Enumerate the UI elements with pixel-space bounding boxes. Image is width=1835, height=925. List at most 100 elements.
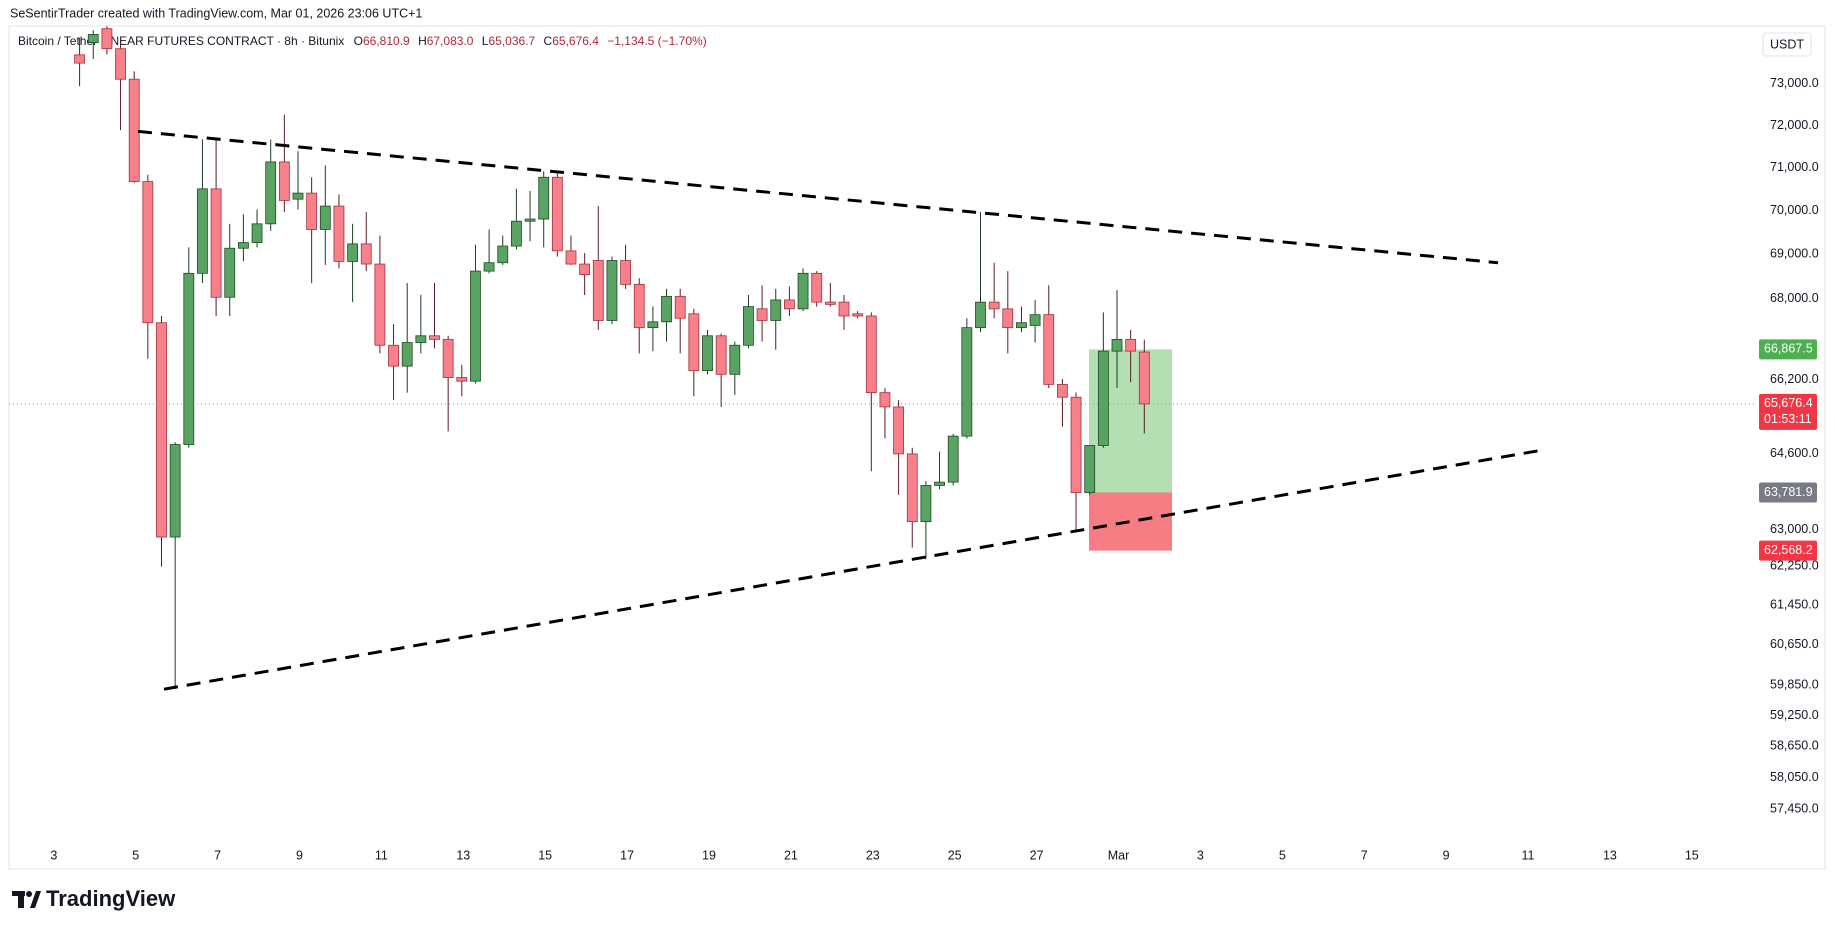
candle-body: [388, 344, 399, 367]
candle-body: [592, 260, 604, 321]
candle-body: [1084, 445, 1096, 493]
price-tag: [1759, 339, 1817, 360]
candle-body: [920, 485, 932, 523]
y-tick-label: 66,200.0: [1770, 372, 1819, 386]
y-tick-label: 68,000.0: [1770, 291, 1819, 305]
candle-body: [210, 188, 222, 298]
candle-body: [169, 444, 181, 538]
x-tick-label: 19: [702, 848, 716, 862]
currency-button[interactable]: [1762, 32, 1812, 57]
change: −1,134.5 (−1.70%): [607, 34, 706, 48]
candle-body: [319, 205, 331, 230]
x-tick-label: 3: [1197, 848, 1204, 862]
candle-body: [87, 33, 99, 43]
candle-body: [756, 308, 768, 321]
y-tick-label: 64,600.0: [1770, 446, 1819, 460]
ohlc-key: C: [544, 34, 553, 48]
x-tick-label: 5: [132, 848, 139, 862]
candle-body: [197, 188, 208, 274]
candle-body: [620, 260, 631, 285]
x-tick-label: 9: [1443, 848, 1450, 862]
candle-body: [988, 301, 1000, 310]
x-tick-label: 15: [1685, 848, 1699, 862]
price-tag: [1759, 540, 1817, 561]
candle-body: [429, 335, 440, 340]
credit: SeSentirTrader created with TradingView.…: [10, 6, 422, 20]
candle-body: [360, 243, 372, 265]
y-tick-label: 58,650.0: [1770, 739, 1819, 753]
y-tick-label: 57,450.0: [1770, 801, 1819, 815]
candle-body: [401, 342, 413, 367]
candle-body: [934, 481, 945, 486]
candle-body: [292, 192, 304, 200]
ohlc-key: L: [482, 34, 489, 48]
candle-body: [1002, 308, 1014, 329]
x-tick-label: 15: [538, 848, 552, 862]
price-tag-label: 65,676.4: [1764, 396, 1813, 410]
x-tick-label: 7: [214, 848, 221, 862]
candle-body: [538, 176, 550, 220]
logo-icon: [12, 891, 41, 908]
chart-frame: [8, 25, 1826, 870]
ohlc-value: 65,676.4: [552, 34, 599, 48]
price-tag-label: 63,781.9: [1764, 485, 1813, 499]
candle-body: [115, 48, 126, 80]
candle-body: [483, 262, 495, 272]
candle-body: [893, 406, 904, 455]
candle-body: [347, 243, 359, 262]
y-tick-label: 72,000.0: [1770, 118, 1819, 132]
ohlc-value: 66,810.9: [363, 34, 410, 48]
candle-body: [374, 263, 386, 346]
candle-body: [456, 377, 468, 382]
trendline: [163, 448, 1543, 691]
candle-body: [824, 301, 836, 305]
candle-body: [975, 301, 986, 329]
candle-body: [1125, 338, 1137, 352]
candle-body: [306, 192, 318, 230]
candle-body: [865, 315, 877, 394]
y-tick-label: 71,000.0: [1770, 160, 1819, 174]
candle-body: [1029, 314, 1041, 326]
candle-body: [579, 263, 591, 276]
x-tick-label: 9: [296, 848, 303, 862]
currency[interactable]: USDT: [1770, 37, 1804, 51]
candle-body: [661, 295, 672, 323]
y-tick-label: 63,000.0: [1770, 522, 1819, 536]
candle-body: [1057, 383, 1068, 398]
candle-body: [415, 335, 427, 343]
candle-body: [101, 28, 113, 50]
y-tick-label: 59,850.0: [1770, 677, 1819, 691]
x-tick-label: 27: [1030, 848, 1044, 862]
candle-body: [183, 272, 195, 445]
price-tag-label: 62,568.2: [1764, 543, 1813, 557]
y-tick-label: 69,000.0: [1770, 247, 1819, 261]
ohlc-key: H: [418, 34, 427, 48]
x-tick-label: 11: [375, 848, 388, 862]
candle-body: [237, 242, 249, 249]
price-tag-label: 66,867.5: [1764, 342, 1813, 356]
candle-body: [715, 335, 727, 375]
y-tick-label: 73,000.0: [1770, 76, 1819, 90]
ohlc-key: O: [354, 34, 363, 48]
candle-body: [497, 245, 509, 264]
logo: TradingView: [46, 886, 176, 911]
candle-body: [1097, 350, 1109, 446]
candle-body: [797, 272, 809, 310]
candle-body: [729, 344, 741, 375]
loss-zone: [1089, 492, 1172, 551]
x-tick-label: Mar: [1108, 848, 1130, 862]
candle-body: [770, 299, 782, 321]
y-tick-label: 60,650.0: [1770, 637, 1819, 651]
candle-body: [333, 205, 345, 262]
y-tick-label: 62,250.0: [1770, 558, 1819, 572]
candle-body: [1138, 351, 1150, 405]
x-tick-label: 21: [784, 848, 798, 862]
candle-body: [278, 161, 290, 201]
candle-body: [265, 161, 277, 225]
x-tick-label: 17: [620, 848, 634, 862]
x-tick-label: 7: [1361, 848, 1368, 862]
candle-body: [510, 220, 522, 247]
x-tick-label: 3: [50, 848, 57, 862]
candle-body: [551, 176, 563, 252]
candle-body: [565, 250, 577, 265]
